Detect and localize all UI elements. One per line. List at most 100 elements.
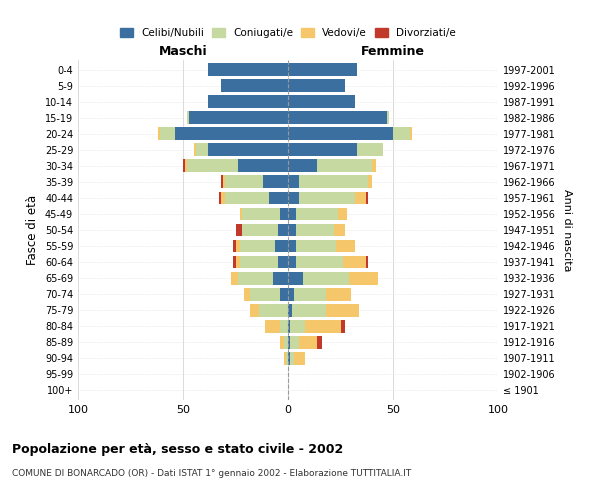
Bar [160,128,175,140]
Bar [295,288,326,300]
Bar [263,176,288,188]
Bar [183,160,185,172]
Bar [221,176,223,188]
Bar [244,288,250,300]
Bar [368,176,372,188]
Bar [288,320,290,332]
Bar [288,160,317,172]
Y-axis label: Fasce di età: Fasce di età [26,195,39,265]
Bar [225,176,263,188]
Bar [189,112,288,124]
Bar [288,79,345,92]
Text: Maschi: Maschi [158,46,208,59]
Bar [277,256,288,268]
Bar [208,96,288,108]
Text: Popolazione per età, sesso e stato civile - 2002: Popolazione per età, sesso e stato civil… [12,442,343,456]
Bar [185,160,187,172]
Bar [238,160,288,172]
Bar [366,256,368,268]
Bar [296,240,337,252]
Bar [239,240,275,252]
Bar [235,256,240,268]
Bar [250,288,280,300]
Bar [366,192,368,204]
Bar [338,208,347,220]
Bar [299,192,355,204]
Bar [218,192,221,204]
Bar [296,208,338,220]
Bar [280,336,284,348]
Bar [275,240,288,252]
Bar [290,352,295,364]
Bar [235,224,242,236]
Bar [235,240,240,252]
Bar [288,128,393,140]
Bar [175,128,288,140]
Bar [326,288,351,300]
Bar [296,256,343,268]
Bar [317,336,322,348]
Bar [187,112,189,124]
Bar [280,288,288,300]
Bar [292,304,326,316]
Bar [208,144,288,156]
Bar [274,272,288,284]
Bar [284,352,286,364]
Bar [208,63,288,76]
Bar [343,256,366,268]
Bar [265,320,280,332]
Bar [288,176,299,188]
Text: Femmine: Femmine [361,46,425,59]
Bar [232,272,238,284]
Legend: Celibi/Nubili, Coniugati/e, Vedovi/e, Divorziati/e: Celibi/Nubili, Coniugati/e, Vedovi/e, Di… [120,28,456,38]
Bar [337,240,355,252]
Bar [280,208,288,220]
Bar [349,272,379,284]
Bar [305,320,341,332]
Bar [303,272,349,284]
Bar [286,352,288,364]
Bar [299,176,368,188]
Bar [410,128,412,140]
Bar [288,192,299,204]
Bar [288,208,296,220]
Bar [355,192,366,204]
Bar [290,320,305,332]
Bar [387,112,389,124]
Bar [288,272,303,284]
Bar [334,224,344,236]
Bar [358,144,383,156]
Bar [372,160,376,172]
Bar [288,288,295,300]
Text: COMUNE DI BONARCADO (OR) - Dati ISTAT 1° gennaio 2002 - Elaborazione TUTTITALIA.: COMUNE DI BONARCADO (OR) - Dati ISTAT 1°… [12,469,411,478]
Bar [250,304,259,316]
Y-axis label: Anni di nascita: Anni di nascita [562,188,572,271]
Bar [259,304,288,316]
Bar [233,240,235,252]
Bar [393,128,410,140]
Bar [299,336,317,348]
Bar [288,144,358,156]
Bar [288,63,358,76]
Bar [288,256,296,268]
Bar [341,320,344,332]
Bar [158,128,160,140]
Bar [288,96,355,108]
Bar [288,112,387,124]
Bar [223,176,225,188]
Bar [196,144,208,156]
Bar [238,272,274,284]
Bar [295,352,305,364]
Bar [288,224,296,236]
Bar [240,256,277,268]
Bar [317,160,372,172]
Bar [225,192,269,204]
Bar [240,208,242,220]
Bar [193,144,196,156]
Bar [242,224,277,236]
Bar [296,224,334,236]
Bar [242,208,280,220]
Bar [326,304,359,316]
Bar [187,160,238,172]
Bar [221,79,288,92]
